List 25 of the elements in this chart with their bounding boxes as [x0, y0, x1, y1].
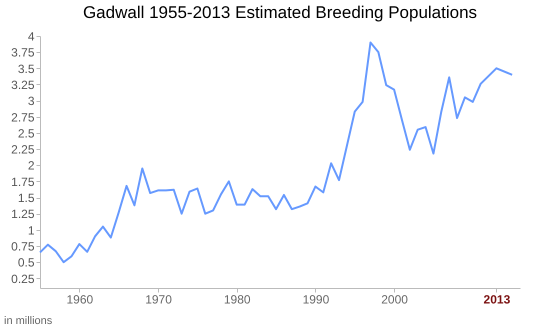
- x-tick-label: 1970: [145, 292, 172, 306]
- y-tick-label: 0.25: [11, 272, 35, 286]
- x-tick-label: 2000: [381, 292, 408, 306]
- x-tick-label: 1990: [302, 292, 330, 306]
- y-tick-label: 3.75: [11, 46, 35, 60]
- y-tick-label: 3.5: [18, 62, 35, 76]
- y-tick-label: 1.25: [11, 207, 35, 222]
- y-tick-label: 2.75: [11, 110, 35, 124]
- y-tick-label: 3: [28, 94, 35, 108]
- y-tick-label: 2.25: [11, 142, 35, 157]
- y-tick-label: 1.75: [11, 174, 35, 189]
- y-tick-label: 2.5: [18, 126, 35, 140]
- y-tick-label: 1: [28, 223, 35, 238]
- x-tick-label: 1980: [224, 292, 251, 306]
- y-tick-label: 0.5: [18, 256, 35, 270]
- y-tick-label: 1.5: [18, 191, 35, 206]
- chart-title: Gadwall 1955-2013 Estimated Breeding Populations: [82, 3, 478, 22]
- y-tick-label: 2: [28, 158, 35, 173]
- line-series: [39, 41, 514, 264]
- x-tick-label: 2013: [484, 292, 511, 306]
- y-tick-label: 4: [28, 30, 35, 44]
- y-tick-label: 0.75: [11, 240, 35, 254]
- x-tick-label: 1960: [66, 292, 94, 306]
- y-tick-label: 3.25: [11, 78, 35, 92]
- text: in millions: [4, 315, 53, 327]
